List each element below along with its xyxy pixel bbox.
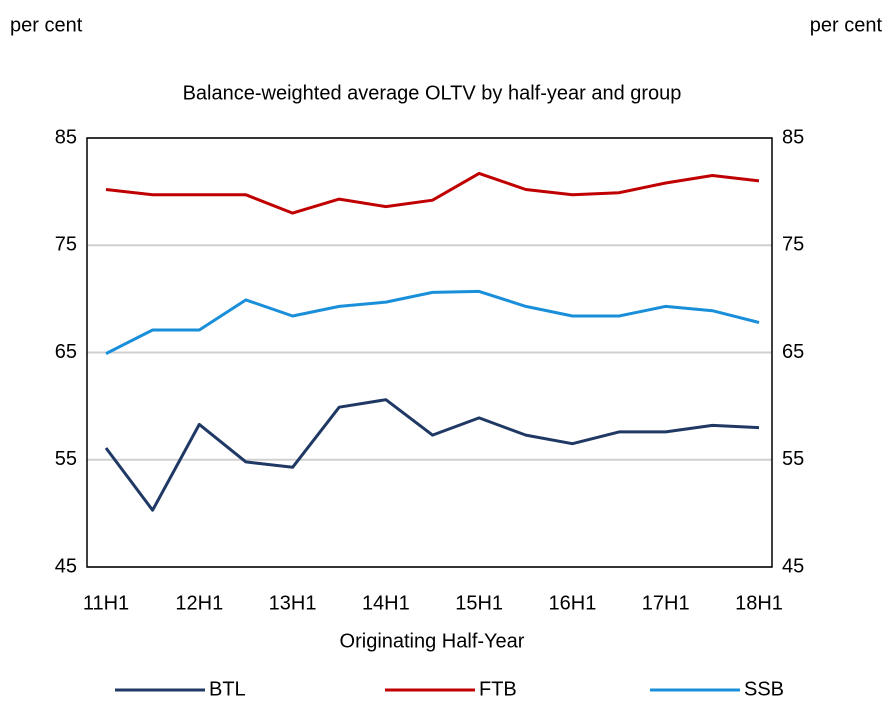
y-axis-label: per cent: [10, 14, 83, 36]
y-tick-label: 85: [55, 126, 77, 148]
series-line: [104, 398, 760, 512]
legend-label: BTL: [209, 678, 246, 700]
legend-label: FTB: [479, 678, 517, 700]
y2-axis-label: per cent: [810, 14, 883, 36]
x-tick-label: 11H1: [83, 592, 129, 614]
plot-frame: [86, 137, 773, 568]
y-tick-label: 75: [55, 234, 77, 256]
x-tick-label: 14H1: [362, 592, 410, 614]
y2-tick-label: 55: [782, 448, 804, 470]
legend-label: SSB: [744, 678, 784, 700]
y-tick-label: 55: [55, 448, 77, 470]
x-tick-label: 16H1: [549, 592, 597, 614]
y2-tick-label: 65: [782, 341, 804, 363]
chart-title: Balance-weighted average OLTV by half-ye…: [183, 82, 682, 104]
y-tick-label: 45: [55, 555, 77, 577]
x-tick-label: 15H1: [455, 592, 503, 614]
x-tick-label: 12H1: [175, 592, 223, 614]
x-axis-label: Originating Half-Year: [340, 630, 525, 652]
x-tick-label: 18H1: [735, 592, 783, 614]
x-tick-label: 13H1: [269, 592, 317, 614]
series-line: [105, 289, 760, 355]
y-tick-label: 65: [55, 341, 77, 363]
series-line: [105, 171, 760, 215]
y2-tick-label: 75: [782, 234, 804, 256]
y2-tick-label: 45: [782, 555, 804, 577]
x-tick-label: 17H1: [642, 592, 690, 614]
y2-tick-label: 85: [782, 126, 804, 148]
